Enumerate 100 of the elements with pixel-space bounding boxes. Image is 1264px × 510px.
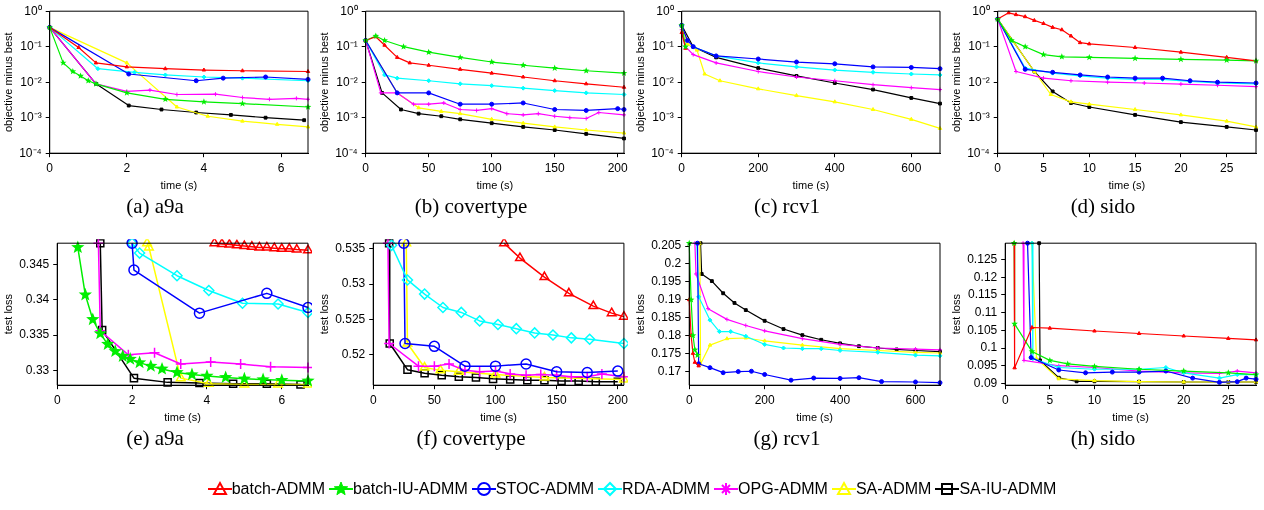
x-tick-label: 0: [369, 392, 377, 407]
y-tick-label: 10⁻³: [20, 110, 42, 125]
y-tick-label: 0.12: [973, 269, 998, 284]
y-tick-label: 0.175: [651, 345, 682, 360]
x-axis-title: time (s): [164, 411, 201, 424]
y-tick-label: 0.115: [968, 287, 998, 302]
x-tick-label: 15: [1132, 392, 1147, 407]
y-axis-title: test loss: [633, 293, 646, 335]
x-tick-label: 200: [754, 392, 775, 407]
y-tick-label: 0.535: [335, 241, 366, 256]
y-tick-label: 0.19: [657, 292, 682, 307]
x-axis-title: time (s): [160, 179, 198, 192]
y-tick-label: 10⁻³: [336, 110, 358, 125]
x-tick-label: 0: [53, 392, 61, 407]
x-tick-label: 0: [1001, 392, 1009, 407]
y-tick-label: 0.185: [651, 309, 682, 324]
y-tick-label: 10⁻³: [968, 110, 990, 125]
legend-label: RDA-ADMM: [622, 480, 711, 498]
x-axis-title: time (s): [476, 179, 514, 192]
x-tick-label: 4: [203, 392, 211, 407]
x-tick-label: 50: [427, 392, 442, 407]
x-tick-label: 0: [362, 160, 370, 175]
x-tick-label: 6: [277, 160, 285, 175]
x-axis-title: time (s): [1112, 411, 1149, 424]
x-tick-label: 600: [901, 160, 922, 175]
y-tick-label: 0.525: [335, 311, 366, 326]
x-tick-label: 400: [824, 160, 846, 175]
x-tick-label: 4: [200, 160, 208, 175]
x-tick-label: 10: [1087, 392, 1102, 407]
y-tick-label: 10⁻¹: [20, 39, 42, 54]
text: (b) covertype: [414, 193, 528, 218]
y-tick-label: 10⁻⁴: [335, 145, 358, 160]
y-tick-label: 10⁻²: [20, 74, 42, 89]
x-axis-title: time (s): [792, 179, 830, 192]
y-tick-label: 0.18: [657, 327, 682, 342]
x-tick-label: 5: [1046, 392, 1054, 407]
x-axis-title: time (s): [796, 411, 833, 424]
x-tick-label: 25: [1220, 160, 1234, 175]
y-tick-label: 10⁻²: [968, 74, 990, 89]
text: (e) a9a: [126, 425, 185, 450]
y-tick-label: 10⁻⁴: [967, 145, 990, 160]
y-tick-label: 0.33: [25, 362, 50, 377]
x-tick-label: 0: [685, 392, 693, 407]
x-tick-label: 200: [607, 160, 629, 175]
text: (h) sido: [1070, 425, 1136, 450]
x-tick-label: 200: [607, 392, 629, 407]
legend-label: batch-IU-ADMM: [353, 480, 468, 498]
y-tick-label: 0.52: [341, 347, 366, 362]
y-tick-label: 10⁰: [972, 3, 990, 18]
x-tick-label: 10: [1082, 160, 1097, 175]
y-tick-label: 10⁻⁴: [19, 145, 42, 160]
y-tick-label: 10⁻³: [652, 110, 674, 125]
legend-label: OPG-ADMM: [738, 480, 828, 498]
y-axis-title: objective minus best: [1, 32, 14, 133]
x-tick-label: 0: [46, 160, 54, 175]
x-tick-label: 0: [994, 160, 1002, 175]
x-tick-label: 20: [1177, 392, 1191, 407]
y-tick-label: 0.17: [657, 363, 682, 378]
y-axis-title: objective minus best: [633, 32, 646, 133]
legend-label: batch-ADMM: [231, 480, 326, 498]
y-tick-label: 0.095: [967, 358, 998, 373]
x-tick-label: 20: [1174, 160, 1188, 175]
x-tick-label: 5: [1040, 160, 1048, 175]
y-tick-label: 10⁰: [656, 3, 674, 18]
text: (a) a9a: [126, 193, 185, 218]
x-axis-title: time (s): [480, 411, 517, 424]
y-tick-label: 0.195: [651, 274, 682, 289]
x-tick-label: 400: [830, 392, 851, 407]
x-tick-label: 2: [123, 160, 131, 175]
x-tick-label: 2: [128, 392, 136, 407]
x-tick-label: 150: [544, 160, 566, 175]
y-tick-label: 0.335: [19, 327, 50, 342]
x-tick-label: 150: [546, 392, 567, 407]
y-axis-title: test loss: [317, 293, 330, 335]
y-tick-label: 10⁰: [340, 3, 358, 18]
text: (d) sido: [1070, 193, 1136, 218]
x-tick-label: 100: [481, 160, 503, 175]
legend-label: SA-ADMM: [855, 480, 932, 498]
y-axis-title: objective minus best: [317, 32, 330, 133]
y-tick-label: 10⁰: [24, 3, 42, 18]
y-tick-label: 0.345: [19, 256, 50, 271]
y-tick-label: 0.205: [651, 238, 682, 253]
y-tick-label: 0.11: [974, 304, 998, 319]
text: (f) covertype: [416, 425, 526, 450]
y-tick-label: 10⁻²: [652, 74, 674, 89]
y-tick-label: 0.125: [967, 251, 998, 266]
x-tick-label: 50: [422, 160, 436, 175]
x-axis-title: time (s): [1108, 179, 1146, 192]
text: (g) rcv1: [753, 425, 821, 450]
x-tick-label: 100: [485, 392, 506, 407]
text: (c) rcv1: [754, 193, 820, 218]
y-tick-label: 0.53: [341, 276, 366, 291]
y-axis-title: test loss: [949, 293, 962, 335]
y-tick-label: 0.34: [25, 292, 50, 307]
legend-label: SA-IU-ADMM: [959, 480, 1057, 498]
y-tick-label: 10⁻¹: [336, 39, 358, 54]
y-tick-label: 0.2: [664, 256, 682, 271]
y-tick-label: 10⁻²: [336, 74, 358, 89]
y-tick-label: 10⁻⁴: [651, 145, 674, 160]
y-tick-label: 0.1: [980, 340, 998, 355]
